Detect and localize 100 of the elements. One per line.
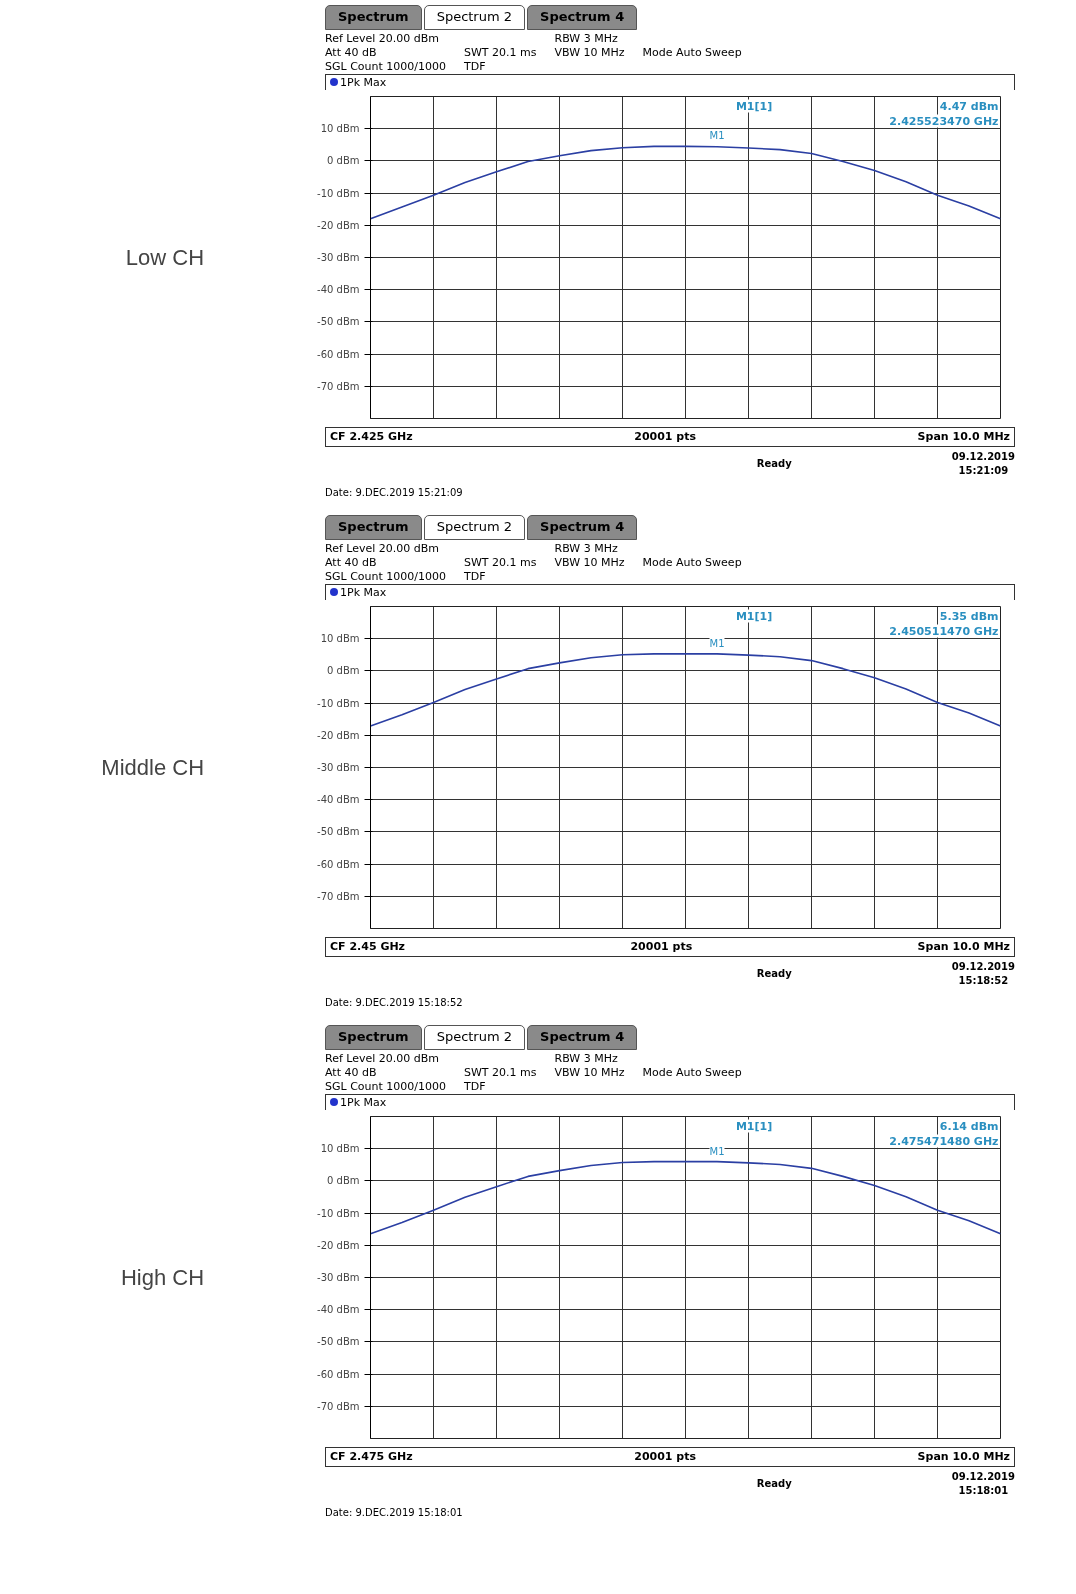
text: Spectrum 2 bbox=[423, 1025, 526, 1050]
text: CF 2.45 GHz bbox=[330, 939, 406, 955]
text: RBW 3 MHz bbox=[554, 31, 618, 45]
text: 1Pk Max bbox=[325, 583, 1015, 601]
text: Ref Level 20.00 dBm bbox=[325, 1051, 440, 1065]
text: Spectrum 2 bbox=[423, 515, 526, 540]
text: 20001 pts bbox=[630, 939, 693, 955]
text: Spectrum bbox=[325, 1025, 422, 1050]
annotation: M1[1] bbox=[735, 609, 773, 623]
text: Span 10.0 MHz bbox=[917, 1449, 1010, 1465]
text: SGL Count 1000/1000 bbox=[325, 1079, 446, 1093]
text: Spectrum 4 bbox=[527, 5, 638, 30]
annotation: M1 bbox=[709, 130, 725, 142]
text: CF 2.425 GHz bbox=[330, 429, 413, 445]
y-tick-label: 0 dBm bbox=[327, 155, 360, 167]
text: TDF bbox=[464, 59, 486, 73]
text: Spectrum 4 bbox=[527, 1025, 638, 1050]
line-series bbox=[370, 1160, 1001, 1235]
y-tick-label: -30 dBm bbox=[317, 762, 360, 773]
y-tick-label: -60 dBm bbox=[317, 348, 360, 360]
y-tick-label: -40 dBm bbox=[317, 794, 360, 806]
y-tick-label: -40 dBm bbox=[317, 284, 360, 296]
text: SWT 20.1 ms bbox=[464, 45, 537, 59]
text: 09.12.2019 bbox=[951, 450, 1015, 462]
y-tick-label: 10 dBm bbox=[320, 123, 360, 135]
y-tick-label: -20 dBm bbox=[317, 729, 360, 741]
y-tick-label: 10 dBm bbox=[320, 633, 360, 645]
y-tick-label: -50 dBm bbox=[317, 826, 360, 838]
annotation: 2.450511470 GHz bbox=[889, 624, 999, 638]
text: Span 10.0 MHz bbox=[917, 429, 1010, 445]
text: 20001 pts bbox=[634, 1449, 697, 1465]
text: Low CH bbox=[125, 245, 205, 270]
text: Ready bbox=[756, 966, 792, 981]
annotation: M1[1] bbox=[735, 1119, 773, 1133]
y-tick-label: 10 dBm bbox=[320, 1143, 360, 1155]
text: Middle CH bbox=[101, 755, 205, 780]
y-tick-label: -50 dBm bbox=[317, 1336, 360, 1348]
text: SWT 20.1 ms bbox=[464, 555, 537, 569]
text: TDF bbox=[464, 1079, 486, 1093]
text: Spectrum bbox=[325, 515, 422, 540]
text: Ref Level 20.00 dBm bbox=[325, 31, 440, 45]
text: VBW 10 MHz bbox=[554, 555, 625, 569]
text: Att 40 dB bbox=[325, 45, 377, 59]
text: CF 2.475 GHz bbox=[330, 1449, 413, 1465]
text: Date: 9.DEC.2019 15:21:09 bbox=[325, 486, 464, 501]
line-series bbox=[370, 653, 1001, 727]
text: Date: 9.DEC.2019 15:18:52 bbox=[325, 996, 464, 1011]
y-tick-label: -70 dBm bbox=[317, 380, 360, 392]
text: RBW 3 MHz bbox=[554, 1051, 618, 1065]
annotation: 4.47 dBm bbox=[939, 99, 999, 113]
text: 15:18:01 bbox=[958, 1484, 1009, 1496]
line-series bbox=[370, 145, 1001, 220]
y-tick-label: -70 dBm bbox=[317, 890, 360, 902]
text: Span 10.0 MHz bbox=[917, 939, 1010, 955]
text: 1Pk Max bbox=[325, 1093, 1015, 1111]
text: Spectrum bbox=[325, 5, 422, 30]
text: Ready bbox=[756, 1476, 792, 1491]
text: Spectrum 4 bbox=[527, 515, 638, 540]
text: 1Pk Max bbox=[325, 73, 1015, 91]
y-tick-label: -40 dBm bbox=[317, 1304, 360, 1316]
text: Att 40 dB bbox=[325, 1065, 377, 1079]
annotation: 6.14 dBm bbox=[939, 1119, 999, 1133]
text: Att 40 dB bbox=[325, 555, 377, 569]
text: RBW 3 MHz bbox=[554, 541, 618, 555]
y-tick-label: -30 dBm bbox=[317, 1272, 360, 1283]
text: VBW 10 MHz bbox=[554, 1065, 625, 1079]
text: 20001 pts bbox=[634, 429, 697, 445]
y-tick-label: -10 dBm bbox=[317, 187, 360, 199]
text: TDF bbox=[464, 569, 486, 583]
text: Mode Auto Sweep bbox=[642, 1064, 742, 1080]
annotation: M1 bbox=[709, 637, 725, 649]
text: SGL Count 1000/1000 bbox=[325, 569, 446, 583]
text: VBW 10 MHz bbox=[554, 45, 625, 59]
y-tick-label: -50 dBm bbox=[317, 316, 360, 328]
text: SWT 20.1 ms bbox=[464, 1065, 537, 1079]
annotation: M1 bbox=[709, 1145, 725, 1157]
text: Spectrum 2 bbox=[423, 5, 526, 30]
text: 15:18:52 bbox=[958, 974, 1009, 986]
y-tick-label: -60 dBm bbox=[317, 1368, 360, 1380]
y-tick-label: -20 dBm bbox=[317, 219, 360, 231]
y-tick-label: -20 dBm bbox=[317, 1239, 360, 1251]
y-tick-label: -10 dBm bbox=[317, 1207, 360, 1219]
y-tick-label: 0 dBm bbox=[327, 1175, 360, 1187]
text: High CH bbox=[120, 1265, 205, 1290]
text: Ready bbox=[756, 456, 792, 471]
annotation: 2.475471480 GHz bbox=[889, 1134, 999, 1148]
text: Ref Level 20.00 dBm bbox=[325, 541, 440, 555]
text: 09.12.2019 bbox=[951, 960, 1015, 972]
text: SGL Count 1000/1000 bbox=[325, 59, 446, 73]
y-tick-label: -30 dBm bbox=[317, 252, 360, 263]
y-tick-label: 0 dBm bbox=[327, 665, 360, 677]
text: 15:21:09 bbox=[958, 464, 1009, 476]
text: Mode Auto Sweep bbox=[642, 44, 742, 60]
annotation: 5.35 dBm bbox=[939, 609, 999, 623]
text: Mode Auto Sweep bbox=[642, 554, 742, 570]
y-tick-label: -70 dBm bbox=[317, 1400, 360, 1412]
y-tick-label: -10 dBm bbox=[317, 697, 360, 709]
text: 09.12.2019 bbox=[951, 1470, 1015, 1482]
annotation: M1[1] bbox=[735, 99, 773, 113]
text: Date: 9.DEC.2019 15:18:01 bbox=[325, 1506, 464, 1521]
